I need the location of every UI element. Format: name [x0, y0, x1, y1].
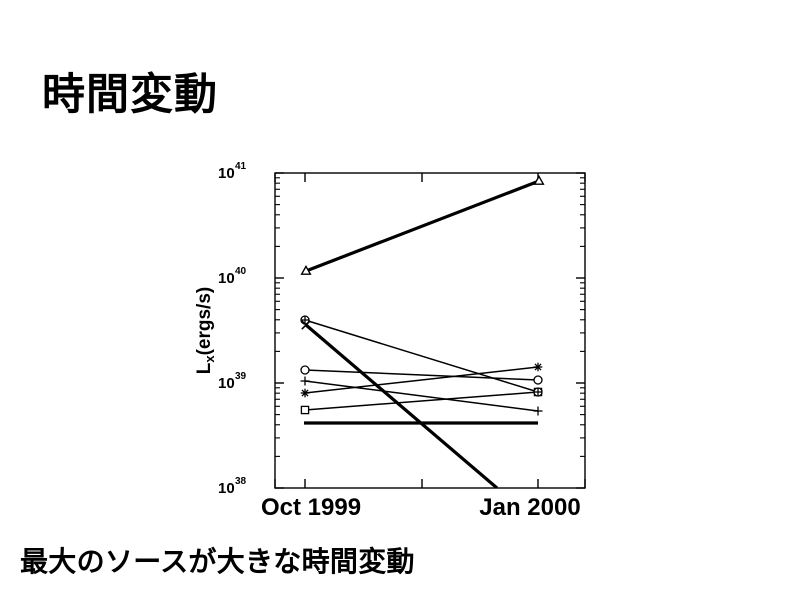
svg-text:38: 38	[235, 476, 247, 487]
svg-text:10: 10	[218, 375, 235, 392]
svg-text:39: 39	[235, 371, 247, 382]
svg-text:Lx(ergs/s): Lx(ergs/s)	[194, 287, 217, 374]
svg-text:10: 10	[218, 480, 235, 497]
svg-text:Jan 2000: Jan 2000	[479, 494, 580, 521]
svg-text:40: 40	[235, 266, 247, 277]
svg-text:10: 10	[218, 270, 235, 287]
svg-text:10: 10	[218, 165, 235, 182]
svg-text:41: 41	[235, 161, 247, 172]
svg-text:Oct 1999: Oct 1999	[261, 494, 361, 521]
